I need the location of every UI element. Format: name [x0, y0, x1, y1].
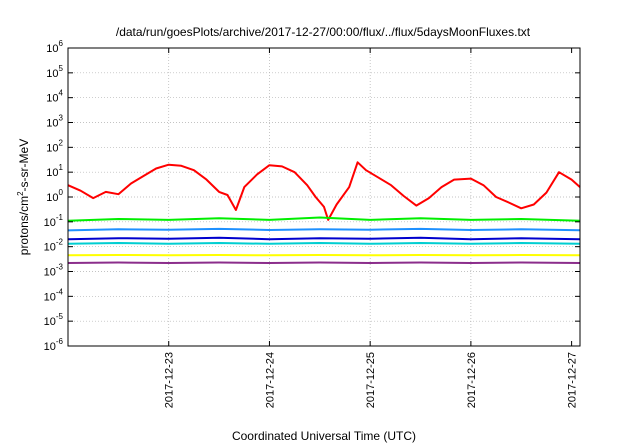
- x-tick-label: 2017-12-26: [466, 352, 478, 408]
- series-line-1: [67, 161, 581, 221]
- y-tick-label: 100: [46, 188, 63, 204]
- series-line-4: [67, 236, 581, 241]
- y-tick-label: 10-5: [44, 312, 64, 328]
- y-tick-label: 10-1: [44, 213, 64, 229]
- y-tick-label: 105: [46, 64, 63, 80]
- y-tick-label: 10-2: [44, 238, 64, 254]
- grid: [68, 48, 580, 346]
- series-line-3: [67, 227, 581, 232]
- y-axis: 10-6 10-5 10-4 10-3 10-2 10-1 100 101 102 103 104 1…: [44, 39, 580, 353]
- series-line-7: [67, 261, 581, 264]
- x-axis-label: Coordinated Universal Time (UTC): [232, 429, 416, 443]
- y-axis-label: protons/cm2-s-sr-MeV: [16, 139, 31, 255]
- x-axis: 2017-12-23 2017-12-24 2017-12-25 2017-12-26…: [164, 48, 579, 408]
- series-line-2: [67, 216, 581, 222]
- x-tick-label: 2017-12-24: [264, 352, 276, 408]
- y-tick-label: 101: [46, 163, 63, 179]
- y-tick-label: 103: [46, 114, 63, 130]
- y-tick-label: 10-6: [44, 337, 64, 353]
- series-line-5: [67, 242, 581, 245]
- y-tick-label: 102: [46, 138, 63, 154]
- y-tick-label: 104: [46, 89, 63, 105]
- chart-title: /data/run/goesPlots/archive/2017-12-27/0…: [116, 25, 531, 39]
- y-tick-label: 106: [46, 39, 63, 55]
- y-tick-label: 10-3: [44, 263, 64, 279]
- x-tick-label: 2017-12-27: [567, 352, 579, 408]
- y-tick-label: 10-4: [44, 287, 64, 303]
- x-tick-label: 2017-12-25: [365, 352, 377, 408]
- x-tick-label: 2017-12-23: [164, 352, 176, 408]
- series-group: [67, 161, 581, 264]
